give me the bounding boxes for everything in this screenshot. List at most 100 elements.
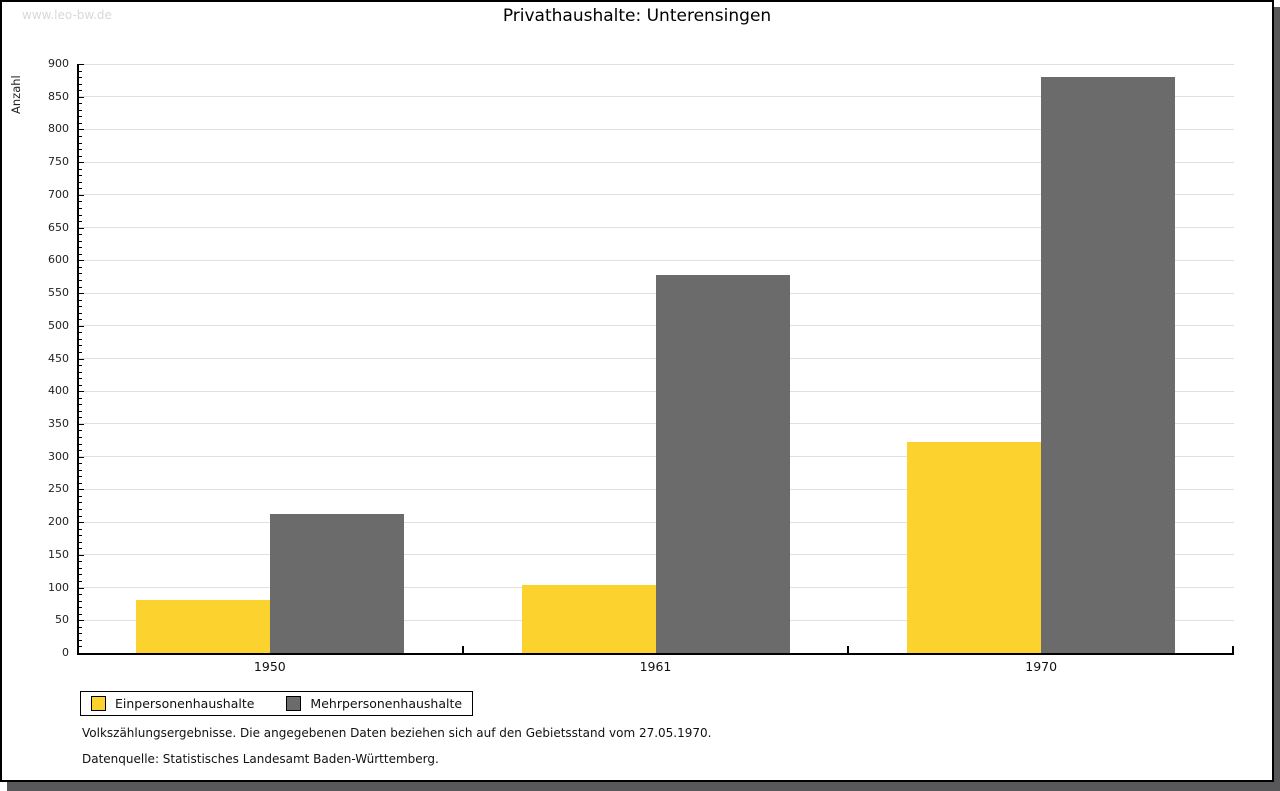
y-minor-tick [78,437,82,439]
y-minor-tick [78,234,82,236]
y-tick-label: 750 [48,155,69,169]
y-minor-tick [78,266,82,268]
y-minor-tick [78,594,82,596]
y-minor-tick [78,247,82,249]
y-minor-tick [78,561,82,563]
bar-1970-series0 [907,441,1042,653]
legend-item: Einpersonenhaushalte [91,696,254,711]
y-minor-tick [78,188,82,190]
y-minor-tick [78,77,82,79]
y-tick-label: 350 [48,416,69,430]
y-minor-tick [78,541,82,543]
y-major-tick [78,391,84,393]
y-minor-tick [78,273,82,275]
y-major-tick [78,423,84,425]
y-minor-tick [78,378,82,380]
y-axis-line [77,64,79,655]
legend-swatch [286,696,302,711]
y-tick-label: 700 [48,187,69,201]
y-minor-tick [78,450,82,452]
y-minor-tick [78,175,82,177]
y-tick-label: 850 [48,89,69,103]
y-major-tick [78,456,84,458]
y-minor-tick [78,646,82,648]
y-minor-tick [78,548,82,550]
y-minor-tick [78,397,82,399]
y-minor-tick [78,83,82,85]
y-minor-tick [78,371,82,373]
y-minor-tick [78,135,82,137]
y-tick-label: 400 [48,384,69,398]
y-tick-label: 450 [48,351,69,365]
y-minor-tick [78,443,82,445]
y-major-tick [78,325,84,327]
y-minor-tick [78,109,82,111]
bar-1961-series1 [655,275,790,653]
y-minor-tick [78,221,82,223]
bar-1961-series0 [521,584,656,653]
y-minor-tick [78,286,82,288]
x-boundary-tick [461,646,464,653]
y-minor-tick [78,299,82,301]
frame-shadow-bottom [7,782,1280,791]
watermark: www.leo-bw.de [22,8,112,22]
y-major-tick [78,129,84,131]
y-major-tick [78,162,84,164]
y-minor-tick [78,502,82,504]
y-major-tick [78,489,84,491]
gridline [77,194,1234,196]
y-minor-tick [78,639,82,641]
y-minor-tick [78,70,82,72]
y-tick-label: 200 [48,515,69,529]
y-minor-tick [78,103,82,105]
y-minor-tick [78,168,82,170]
y-minor-tick [78,613,82,615]
bar-1970-series1 [1041,77,1176,653]
y-tick-label: 900 [48,57,69,70]
x-tick-label: 1961 [639,659,672,674]
y-major-tick [78,522,84,524]
y-minor-tick [78,430,82,432]
y-minor-tick [78,351,82,353]
y-tick-label: 50 [55,613,69,627]
footnote-gebietsstand: Volkszählungsergebnisse. Die angegebenen… [82,726,712,740]
y-minor-tick [78,345,82,347]
y-tick-label: 650 [48,220,69,234]
footnote-datenquelle: Datenquelle: Statistisches Landesamt Bad… [82,752,439,766]
y-major-tick [78,227,84,229]
y-major-tick [78,620,84,622]
y-minor-tick [78,253,82,255]
y-minor-tick [78,607,82,609]
y-minor-tick [78,306,82,308]
y-minor-tick [78,122,82,124]
x-axis-line [77,653,1234,655]
gridline [77,96,1234,98]
y-tick-label: 550 [48,286,69,300]
y-minor-tick [78,142,82,144]
gridline [77,227,1234,229]
y-minor-tick [78,312,82,314]
bar-1950-series0 [135,599,270,653]
y-minor-tick [78,633,82,635]
y-tick-label: 0 [62,646,69,659]
y-minor-tick [78,155,82,157]
y-minor-tick [78,463,82,465]
y-minor-tick [78,384,82,386]
y-minor-tick [78,469,82,471]
y-major-tick [78,64,84,65]
gridline [77,63,1234,65]
y-minor-tick [78,332,82,334]
legend: Einpersonenhaushalte Mehrpersonenhaushalt… [80,691,474,716]
y-major-tick [78,358,84,360]
y-minor-tick [78,626,82,628]
y-minor-tick [78,476,82,478]
y-minor-tick [78,509,82,511]
y-major-tick [78,554,84,556]
y-minor-tick [78,600,82,602]
legend-swatch [91,696,106,711]
gridline [77,161,1234,163]
x-tick-label: 1970 [1025,659,1058,674]
legend-item: Mehrpersonenhaushalte [286,696,462,711]
y-major-tick [78,587,84,589]
